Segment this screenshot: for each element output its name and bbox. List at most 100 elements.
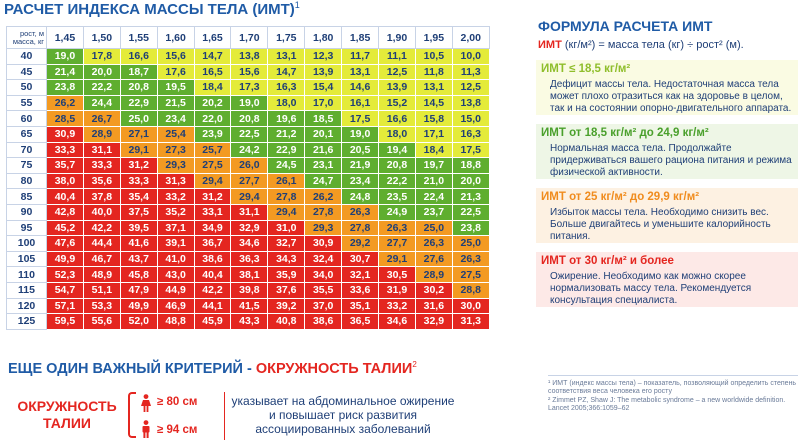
bmi-cell: 26,2 [304, 188, 343, 205]
category-normal: ИМТ от 18,5 кг/м² до 24,9 кг/м² Нормальн… [536, 124, 798, 179]
bmi-cell: 17,0 [304, 94, 343, 112]
bmi-cell: 20,8 [230, 110, 269, 127]
bmi-cell: 33,3 [82, 157, 121, 174]
bmi-cell: 24,8 [341, 188, 380, 205]
bmi-cell: 22,5 [451, 203, 490, 221]
bmi-cell: 23,4 [156, 110, 195, 127]
bmi-cell: 31,1 [230, 203, 269, 221]
category-desc: Нормальная масса тела. Продолжайте приде… [550, 143, 792, 178]
bmi-cell: 29,1 [378, 250, 416, 268]
waist-divider [224, 392, 225, 440]
table-row: 125 59,5 55,6 52,0 48,8 45,9 43,3 40,8 38,6 36,5 3… [6, 313, 490, 330]
bmi-cell: 22,9 [119, 94, 158, 112]
table-row: 100 47,6 44,4 41,6 39,1 36,7 34,6 32,7 30,9 29,2 2… [6, 235, 490, 252]
bmi-cell: 25,4 [156, 125, 195, 143]
bmi-cell: 20,2 [193, 94, 232, 112]
bmi-cell: 15,4 [304, 79, 343, 96]
bmi-cell: 19,6 [267, 110, 306, 127]
bmi-cell: 42,2 [82, 219, 121, 237]
bmi-cell: 19,5 [156, 79, 195, 96]
bmi-cell: 45,8 [119, 266, 158, 283]
bmi-cell: 41,0 [156, 250, 195, 268]
bmi-cell: 19,4 [378, 141, 416, 159]
bmi-cell: 22,2 [378, 172, 416, 190]
height-header: 1,50 [82, 26, 121, 49]
bmi-cell: 35,5 [304, 281, 343, 299]
bmi-cell: 39,8 [230, 281, 269, 299]
table-row: 40 19,0 17,8 16,6 15,6 14,7 13,8 13,1 12,3 11,7 11… [6, 48, 490, 65]
bmi-cell: 17,8 [82, 48, 121, 65]
bmi-cell: 35,4 [119, 188, 158, 205]
category-desc: Дефицит массы тела. Недостаточная масса … [550, 79, 792, 114]
bmi-cell: 13,8 [451, 94, 490, 112]
bmi-cell: 14,7 [267, 63, 306, 81]
table-row: 65 30,9 28,9 27,1 25,4 23,9 22,5 21,2 20,1 19,0 18… [6, 125, 490, 143]
bmi-cell: 10,0 [451, 48, 490, 65]
bmi-cell: 25,0 [414, 219, 453, 237]
bmi-cell: 53,3 [82, 297, 121, 315]
category-head: ИМТ ≤ 18,5 кг/м² [541, 63, 631, 75]
female-threshold: ≥ 80 см [157, 396, 198, 408]
table-row: 45 21,4 20,0 18,7 17,6 16,5 15,6 14,7 13,9 13,1 12… [6, 63, 490, 81]
bmi-cell: 27,8 [304, 203, 343, 221]
bmi-cell: 26,2 [46, 94, 84, 112]
bmi-cell: 36,5 [341, 313, 380, 330]
bmi-cell: 27,7 [230, 172, 269, 190]
table-row: 85 40,4 37,8 35,4 33,2 31,2 29,4 27,8 26,2 24,8 23… [6, 188, 490, 205]
bmi-table: рост, м масса, кг 1,45 1,50 1,55 1,60 1,65 1,7… [6, 26, 490, 330]
bmi-cell: 26,3 [451, 250, 490, 268]
bmi-cell: 18,0 [378, 125, 416, 143]
height-header: 1,90 [378, 26, 416, 49]
bmi-cell: 31,2 [193, 188, 232, 205]
bmi-cell: 22,2 [82, 79, 121, 96]
category-desc: Избыток массы тела. Необходимо снизить в… [550, 207, 771, 242]
bmi-cell: 49,9 [119, 297, 158, 315]
bmi-cell: 37,6 [267, 281, 306, 299]
table-row: 90 42,8 40,0 37,5 35,2 33,1 31,1 29,4 27,8 26,3 24… [6, 203, 490, 221]
waist-label: ОКРУЖНОСТЬ ТАЛИИ [17, 398, 117, 431]
height-header: 2,00 [451, 26, 490, 49]
bmi-table-body: 40 19,0 17,8 16,6 15,6 14,7 13,8 13,1 12,3 11,7 11… [6, 48, 490, 330]
bmi-cell: 13,1 [414, 79, 453, 96]
bmi-cell: 11,1 [378, 48, 416, 65]
bmi-cell: 44,9 [156, 281, 195, 299]
bmi-cell: 37,8 [82, 188, 121, 205]
bmi-cell: 16,3 [451, 125, 490, 143]
bmi-cell: 34,6 [378, 313, 416, 330]
mass-label: 65 [6, 125, 47, 143]
mass-label: 80 [6, 172, 47, 190]
mass-label: 70 [6, 141, 47, 159]
bmi-cell: 32,7 [267, 235, 306, 252]
bmi-cell: 43,3 [230, 313, 269, 330]
bmi-cell: 24,4 [82, 94, 121, 112]
bmi-cell: 16,6 [378, 110, 416, 127]
bmi-cell: 32,9 [414, 313, 453, 330]
bmi-cell: 22,5 [230, 125, 269, 143]
footnote-2: ² Zimmet PZ, Shaw J: The metabolic syndr… [548, 396, 786, 413]
bmi-cell: 21,0 [414, 172, 453, 190]
bmi-cell: 29,4 [230, 188, 269, 205]
bmi-cell: 10,5 [414, 48, 453, 65]
mass-label: 90 [6, 203, 47, 221]
bmi-cell: 19,7 [414, 157, 453, 174]
bmi-cell: 45,9 [193, 313, 232, 330]
bmi-cell: 20,5 [341, 141, 380, 159]
category-obesity: ИМТ от 30 кг/м² и более Ожирение. Необхо… [536, 252, 798, 307]
table-row: 50 23,8 22,2 20,8 19,5 18,4 17,3 16,3 15,4 14,6 13… [6, 79, 490, 96]
bmi-cell: 17,6 [156, 63, 195, 81]
bmi-cell: 19,0 [46, 48, 84, 65]
bmi-cell: 39,1 [156, 235, 195, 252]
bmi-cell: 18,0 [267, 94, 306, 112]
category-head: ИМТ от 30 кг/м² и более [541, 255, 674, 267]
male-threshold: ≥ 94 см [157, 424, 198, 436]
mass-label: 50 [6, 79, 47, 96]
bmi-cell: 38,1 [230, 266, 269, 283]
bmi-cell: 49,9 [46, 250, 84, 268]
bmi-cell: 23,1 [304, 157, 343, 174]
bmi-cell: 30,5 [378, 266, 416, 283]
formula-text: ИМТ (кг/м²) = масса тела (кг) ÷ рост² (м… [538, 39, 744, 51]
bmi-cell: 29,4 [267, 203, 306, 221]
bmi-cell: 16,1 [341, 94, 380, 112]
bmi-cell: 26,3 [414, 235, 453, 252]
bmi-cell: 22,4 [414, 188, 453, 205]
